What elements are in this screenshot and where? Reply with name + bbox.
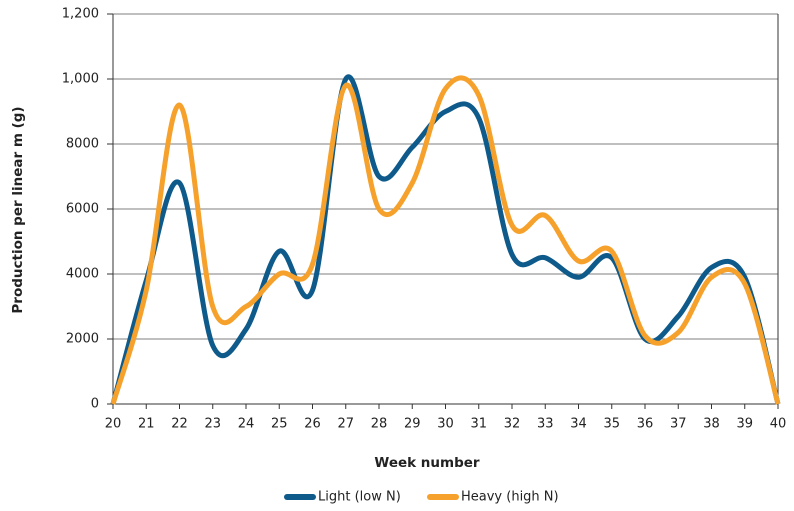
x-tick-label: 25	[271, 417, 288, 432]
x-tick-label: 28	[371, 417, 388, 432]
line-series	[110, 75, 781, 405]
x-tick-label: 38	[703, 417, 720, 432]
legend-label: Heavy (high N)	[461, 490, 559, 505]
x-tick-label: 31	[470, 417, 487, 432]
y-tick-label: 8000	[66, 137, 99, 152]
x-tick-label: 22	[171, 417, 188, 432]
x-tick-label: 23	[204, 417, 221, 432]
x-tick-label: 29	[404, 417, 421, 432]
x-tick-label: 39	[736, 417, 753, 432]
y-tick-label: 1,200	[62, 7, 99, 22]
x-tick-label: 26	[304, 417, 321, 432]
x-tick-label: 33	[537, 417, 554, 432]
x-tick-label: 37	[670, 417, 687, 432]
y-tick-label: 2000	[66, 332, 99, 347]
y-tick-label: 0	[91, 397, 99, 412]
x-tick-label: 35	[603, 417, 620, 432]
x-tick-label: 36	[637, 417, 654, 432]
x-tick-label: 34	[570, 417, 587, 432]
x-tick-label: 30	[437, 417, 454, 432]
x-tick-label: 32	[504, 417, 521, 432]
y-axis-title: Production per linear m (g)	[10, 106, 26, 313]
x-tick-label: 24	[238, 417, 255, 432]
y-tick-label: 6000	[66, 202, 99, 217]
x-tick-label: 27	[337, 417, 354, 432]
y-tick-label: 1,000	[62, 72, 99, 87]
x-tick-label: 20	[105, 417, 122, 432]
x-tick-label: 40	[770, 417, 787, 432]
y-tick-label: 4000	[66, 267, 99, 282]
x-axis-title: Week number	[374, 455, 480, 471]
legend-label: Light (low N)	[318, 490, 401, 505]
line-series	[110, 74, 781, 405]
x-tick-label: 21	[138, 417, 155, 432]
